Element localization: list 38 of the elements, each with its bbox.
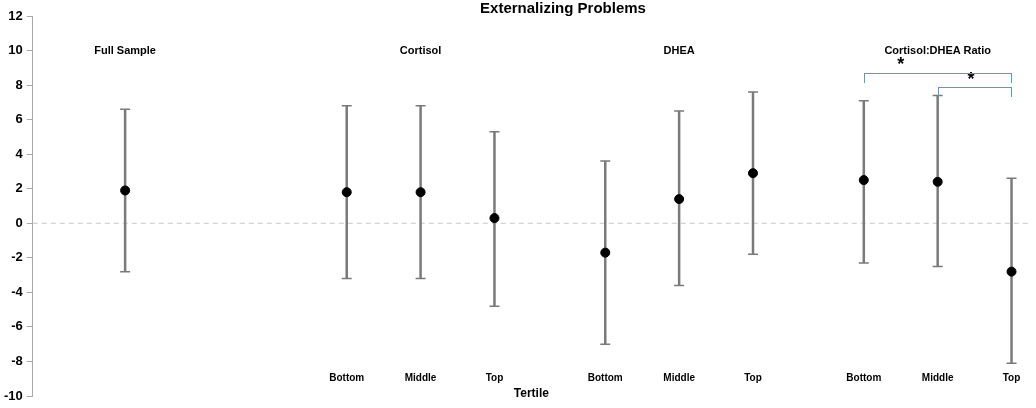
y-tick-label: -6 — [11, 318, 23, 334]
point — [600, 247, 611, 258]
x-tick-label: Middle — [921, 371, 954, 383]
annotation: Full Sample — [94, 43, 156, 56]
point — [858, 175, 869, 186]
y-tick-label: 6 — [15, 111, 23, 127]
y-tick-label: 10 — [8, 42, 23, 58]
point — [1006, 266, 1017, 277]
point — [341, 187, 352, 198]
y-tick-label: -8 — [11, 353, 23, 369]
y-tick-label: 2 — [15, 180, 23, 196]
y-tick-label: 8 — [15, 76, 23, 92]
x-tick-label: Top — [744, 371, 762, 383]
y-tick-label: 0 — [15, 214, 23, 230]
annotation: DHEA — [663, 43, 695, 56]
annotation: Cortisol:DHEA Ratio — [884, 43, 992, 56]
point — [120, 185, 131, 196]
point — [489, 213, 500, 224]
y-tick-label: 12 — [8, 7, 23, 23]
y-tick-label: 4 — [15, 145, 24, 161]
x-tick-label: Bottom — [329, 371, 365, 383]
point — [415, 187, 426, 198]
y-tick-label: -10 — [3, 387, 23, 403]
annotation: Cortisol — [399, 43, 442, 56]
x-tick-label: Middle — [404, 371, 437, 383]
annotation: * — [897, 53, 905, 74]
x-tick-label: Top — [485, 371, 504, 383]
x-tick-label: Bottom — [846, 371, 882, 383]
x-tick-label: Top — [1002, 371, 1021, 383]
x-axis-title: Tertile — [513, 386, 550, 401]
chart-title: Externalizing Problems — [480, 0, 646, 17]
x-tick-label: Middle — [663, 371, 696, 383]
y-tick-label: -2 — [11, 249, 23, 265]
y-tick-label: -4 — [11, 283, 24, 299]
x-tick-label: Bottom — [587, 371, 623, 383]
point — [748, 168, 758, 179]
point — [932, 176, 943, 187]
point — [674, 194, 685, 205]
